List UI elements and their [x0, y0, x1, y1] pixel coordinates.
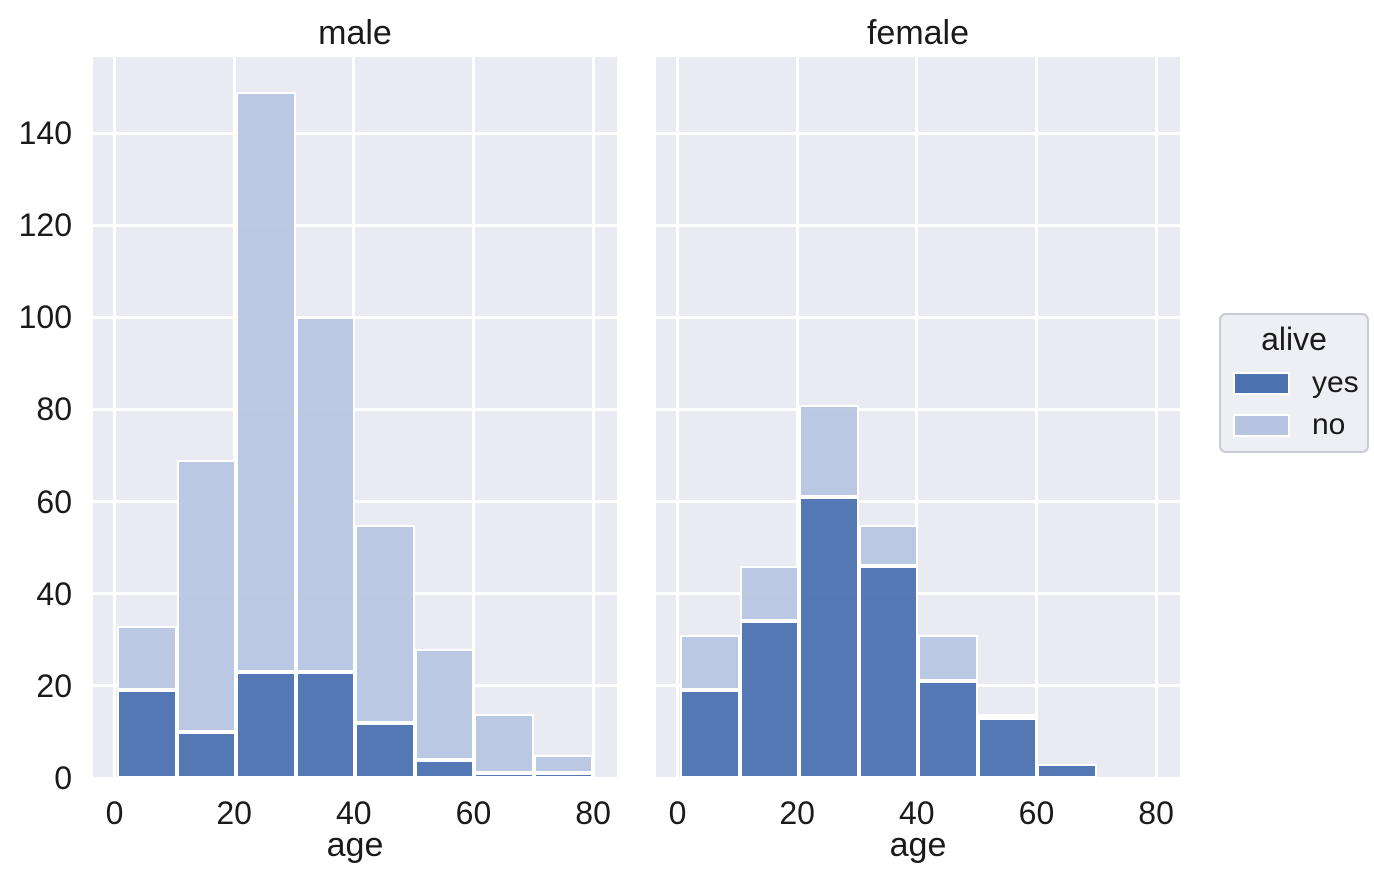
facet-title-female: female [866, 14, 970, 52]
bar-segment-yes [918, 681, 978, 778]
bar-segment-no [355, 524, 415, 723]
gridline [915, 57, 919, 778]
bar-segment-no [176, 460, 237, 732]
bar-segment-yes [414, 759, 475, 778]
y-tick-label: 20 [36, 667, 72, 704]
gridline [656, 500, 1180, 504]
y-tick-label: 60 [36, 483, 72, 520]
bar-segment-no [799, 404, 859, 497]
bar-segment-no [474, 713, 534, 774]
bar-segment-yes [799, 496, 859, 778]
bar-segment-no [295, 317, 356, 673]
legend-entry-yes: yes [1233, 366, 1367, 400]
gridline [93, 131, 617, 135]
bar-segment-no [414, 649, 475, 760]
x-tick-label: 20 [216, 795, 252, 831]
bar-segment-yes [533, 773, 594, 778]
gridline [93, 776, 617, 780]
x-tick-label: 20 [779, 795, 815, 831]
y-tick-label: 0 [54, 760, 72, 796]
bar-segment-no [680, 635, 740, 691]
legend-swatch-yes-icon [1233, 371, 1290, 395]
gridline [1154, 57, 1158, 778]
gridline [656, 131, 1180, 135]
gridline [93, 223, 617, 227]
x-tick-label: 60 [455, 795, 492, 831]
y-tick-label: 140 [18, 115, 72, 152]
legend-label-yes: yes [1312, 366, 1359, 399]
x-tick-label: 60 [1018, 795, 1055, 831]
bar-segment-no [117, 625, 177, 691]
bar-segment-yes [117, 690, 177, 778]
legend-swatch-no-icon [1233, 413, 1290, 437]
gridline [795, 57, 799, 778]
y-tick-label: 100 [18, 299, 72, 336]
gridline [656, 315, 1180, 319]
bar-segment-no [533, 754, 594, 774]
bar-segment-yes [295, 672, 356, 778]
y-tick-label: 120 [18, 207, 72, 244]
bar-segment-yes [977, 718, 1038, 778]
x-tick-label: 80 [575, 795, 611, 831]
gridline [471, 57, 475, 778]
x-axis-label-male: age [326, 826, 384, 864]
bar-segment-no [236, 91, 296, 673]
plot-area-male [93, 57, 617, 780]
legend-entry-no: no [1233, 408, 1367, 442]
bar-segment-no [918, 635, 978, 682]
bar-segment-yes [236, 672, 296, 778]
gridline [656, 776, 1180, 780]
gridline [591, 57, 595, 778]
gridline [1034, 57, 1038, 778]
x-tick-label: 0 [668, 795, 687, 831]
gridline [676, 57, 680, 778]
bar-segment-yes [739, 621, 800, 778]
bar-segment-yes [355, 722, 415, 778]
gridline [113, 57, 117, 778]
x-axis-label-female: age [889, 826, 947, 864]
legend: alive yes no [1219, 313, 1369, 453]
x-tick-label: 0 [105, 795, 124, 831]
legend-label-no: no [1312, 408, 1346, 441]
plot-area-female [656, 57, 1180, 780]
bar-segment-no [739, 566, 800, 622]
bar-segment-yes [858, 566, 919, 778]
legend-title: alive [1261, 321, 1327, 357]
bar-segment-yes [176, 731, 237, 778]
bar-segment-no [858, 524, 919, 567]
x-tick-label: 80 [1138, 795, 1174, 831]
y-tick-label: 40 [36, 575, 72, 612]
facet-title-male: male [318, 14, 392, 52]
bar-segment-yes [680, 690, 740, 778]
gridline [232, 57, 236, 778]
bar-segment-yes [1037, 764, 1097, 778]
y-tick-label: 80 [36, 391, 72, 428]
bar-segment-no [977, 713, 1038, 719]
gridline [656, 223, 1180, 227]
x-tick-label: 40 [899, 795, 935, 831]
gridline [656, 407, 1180, 411]
bar-segment-yes [474, 773, 534, 778]
x-tick-label: 40 [336, 795, 372, 831]
